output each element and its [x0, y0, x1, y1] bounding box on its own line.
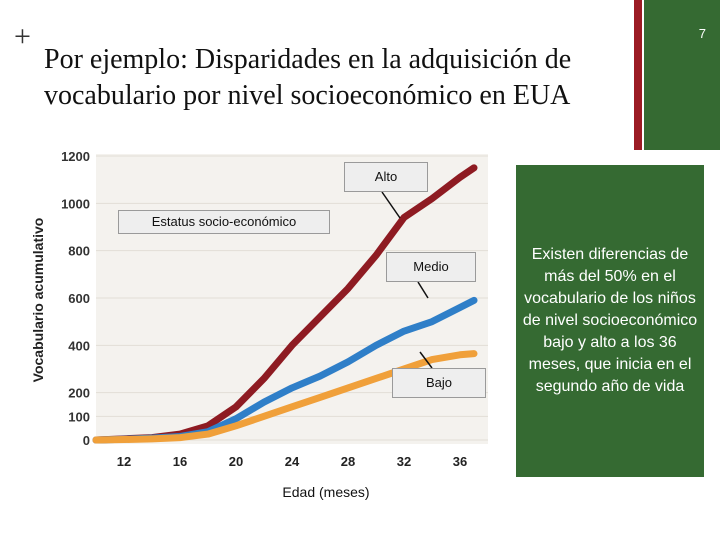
slide-number: 7	[698, 26, 706, 41]
x-tick-label: 36	[453, 454, 467, 469]
x-tick-label: 20	[229, 454, 243, 469]
series-label-medio: Medio	[386, 252, 476, 282]
accent-green-block	[644, 0, 720, 150]
x-tick-label: 32	[397, 454, 411, 469]
y-tick-label: 0	[83, 433, 90, 448]
series-line-bajo	[92, 350, 478, 444]
vocabulary-chart: 0 100 200 400 600 800 1000 1200 12 16 20 24 28 32 36	[61, 149, 488, 469]
y-tick-label: 600	[68, 291, 90, 306]
plus-icon: +	[14, 20, 31, 53]
slide-title: Por ejemplo: Disparidades en la adquisic…	[44, 44, 572, 111]
callout-text: Existen diferencias de más del 50% en el…	[522, 246, 698, 395]
y-tick-label: 400	[68, 338, 90, 353]
x-tick-label: 16	[173, 454, 187, 469]
y-tick-label: 1200	[61, 149, 90, 164]
leader-line	[417, 281, 429, 299]
y-tick-label: 1000	[61, 196, 90, 211]
leader-line	[419, 351, 433, 369]
x-axis-label: Edad (meses)	[282, 484, 370, 500]
legend-title-box: Estatus socio-económico	[118, 210, 330, 234]
x-tick-label: 24	[285, 454, 300, 469]
x-tick-label: 28	[341, 454, 355, 469]
series-label-alto: Alto	[344, 162, 428, 192]
x-tick-label: 12	[117, 454, 131, 469]
y-tick-label: 100	[68, 409, 90, 424]
y-axis-label: Vocabulario acumulativo	[30, 217, 46, 383]
leader-line	[381, 191, 401, 219]
accent-red-bar	[634, 0, 642, 150]
y-tick-label: 800	[68, 244, 90, 259]
series-label-bajo: Bajo	[392, 368, 486, 398]
callout-box: Existen diferencias de más del 50% en el…	[516, 165, 704, 477]
y-tick-label: 200	[68, 386, 90, 401]
